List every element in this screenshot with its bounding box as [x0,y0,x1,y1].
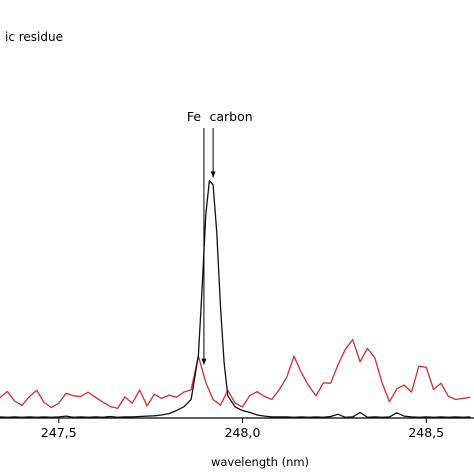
legend-text: ic residue [5,30,63,44]
annotation-arrowhead [210,171,216,178]
x-tick-label: 248,5 [408,425,444,440]
annotation-label: carbon [210,109,253,124]
series-line-1 [0,338,471,410]
annotation-label: Fe [187,109,202,124]
plot-axes: 247,5 248,0 248,5 [0,417,474,440]
plot-series [0,179,471,418]
annotation-arrowhead [201,358,207,365]
x-axis-label: wavelength (nm) [211,455,309,469]
plot-annotations: Fe carbon [187,109,253,365]
series-line-2 [0,179,471,418]
x-tick-label: 248,0 [225,425,261,440]
x-tick-label: 247,5 [41,425,77,440]
